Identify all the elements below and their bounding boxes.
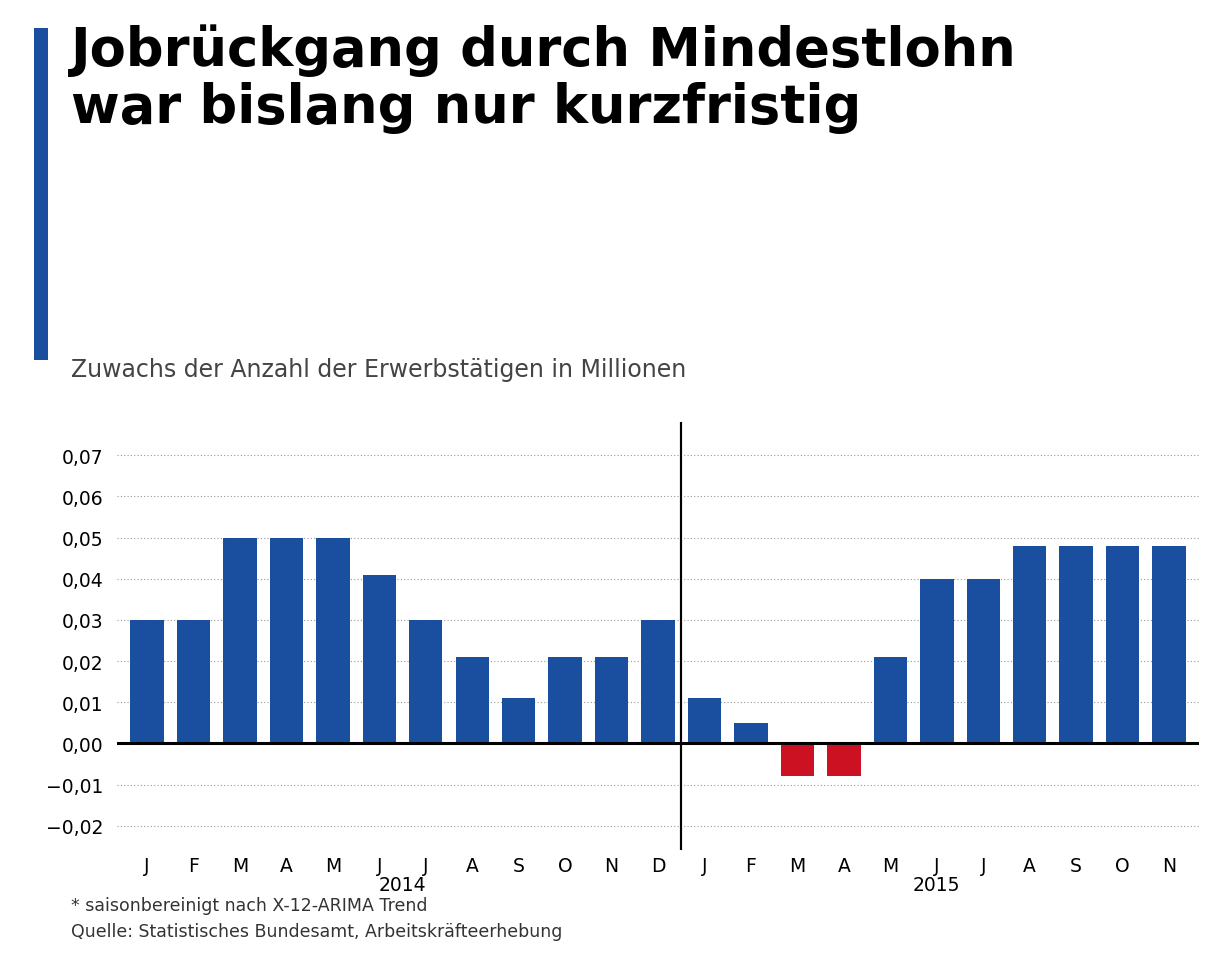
Bar [502,699,535,744]
Bar [410,620,443,744]
Bar [455,657,490,744]
Bar [223,538,257,744]
Bar [873,657,907,744]
Bar [549,657,582,744]
Bar [920,579,953,744]
Bar [130,620,164,744]
Text: * saisonbereinigt nach X-12-ARIMA Trend
Quelle: Statistisches Bundesamt, Arbeits: * saisonbereinigt nach X-12-ARIMA Trend … [71,896,562,940]
Bar [1059,546,1093,744]
Text: Jobrückgang durch Mindestlohn
war bislang nur kurzfristig: Jobrückgang durch Mindestlohn war bislan… [71,24,1017,134]
Bar [781,744,814,776]
Bar [316,538,349,744]
Bar [177,620,210,744]
Bar [641,620,675,744]
Bar [595,657,629,744]
Bar [734,723,768,744]
Bar [1014,546,1047,744]
Bar [688,699,721,744]
Text: 2014: 2014 [379,875,427,894]
Text: 2015: 2015 [913,875,961,894]
Bar [269,538,303,744]
Bar [363,575,396,744]
Bar [1153,546,1186,744]
Bar [827,744,861,776]
Bar [967,579,1000,744]
Text: Zuwachs der Anzahl der Erwerbstätigen in Millionen: Zuwachs der Anzahl der Erwerbstätigen in… [71,357,686,382]
Bar [1106,546,1139,744]
